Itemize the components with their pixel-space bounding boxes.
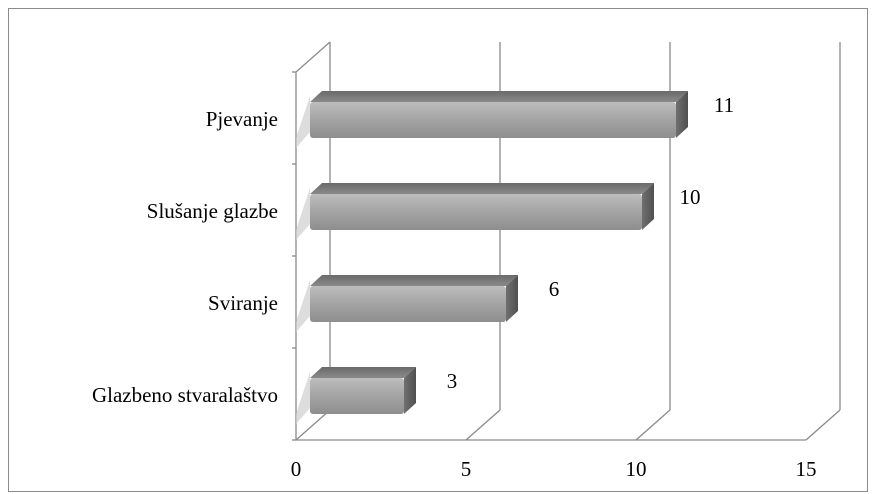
bar-wall-shadow — [296, 188, 310, 240]
bar-front — [310, 194, 642, 230]
x-tick-label: 0 — [291, 457, 302, 481]
labels: Glazbeno stvaralaštvo 3 Sviranje 6 Slušanje … — [92, 93, 817, 481]
data-label: 3 — [447, 369, 458, 393]
wall-top-edge — [295, 41, 331, 73]
bar-top — [310, 183, 654, 194]
bar-front — [310, 286, 506, 322]
bar-front — [310, 378, 404, 414]
category-label: Slušanje glazbe — [147, 199, 278, 223]
x-tick-label: 10 — [626, 457, 647, 481]
bar-end — [506, 275, 518, 322]
floor-line-0 — [295, 409, 331, 441]
bar-2 — [296, 183, 654, 240]
x-tick-label: 5 — [461, 457, 472, 481]
bar-top — [310, 91, 688, 102]
data-label: 10 — [680, 185, 701, 209]
bar-3 — [296, 91, 688, 148]
bar-front — [310, 102, 676, 138]
bar-end — [676, 91, 688, 138]
bar-wall-shadow — [296, 96, 310, 148]
chart-frame — [8, 8, 868, 492]
data-label: 6 — [549, 277, 560, 301]
bars — [296, 91, 688, 424]
x-tick-label: 15 — [796, 457, 817, 481]
bar-end — [404, 367, 416, 414]
bar-1 — [296, 275, 518, 332]
bar-0 — [296, 367, 416, 424]
bar-wall-shadow — [296, 372, 310, 424]
category-label: Pjevanje — [206, 107, 278, 131]
bar-top — [310, 275, 518, 286]
data-label: 11 — [714, 93, 734, 117]
bar-top — [310, 367, 416, 378]
bar-end — [642, 183, 654, 230]
floor-line-10 — [635, 409, 671, 441]
bar-wall-shadow — [296, 280, 310, 332]
category-label: Glazbeno stvaralaštvo — [92, 383, 278, 407]
category-label: Sviranje — [208, 291, 278, 315]
floor-line-5 — [465, 409, 501, 441]
floor-line-15 — [805, 409, 841, 441]
